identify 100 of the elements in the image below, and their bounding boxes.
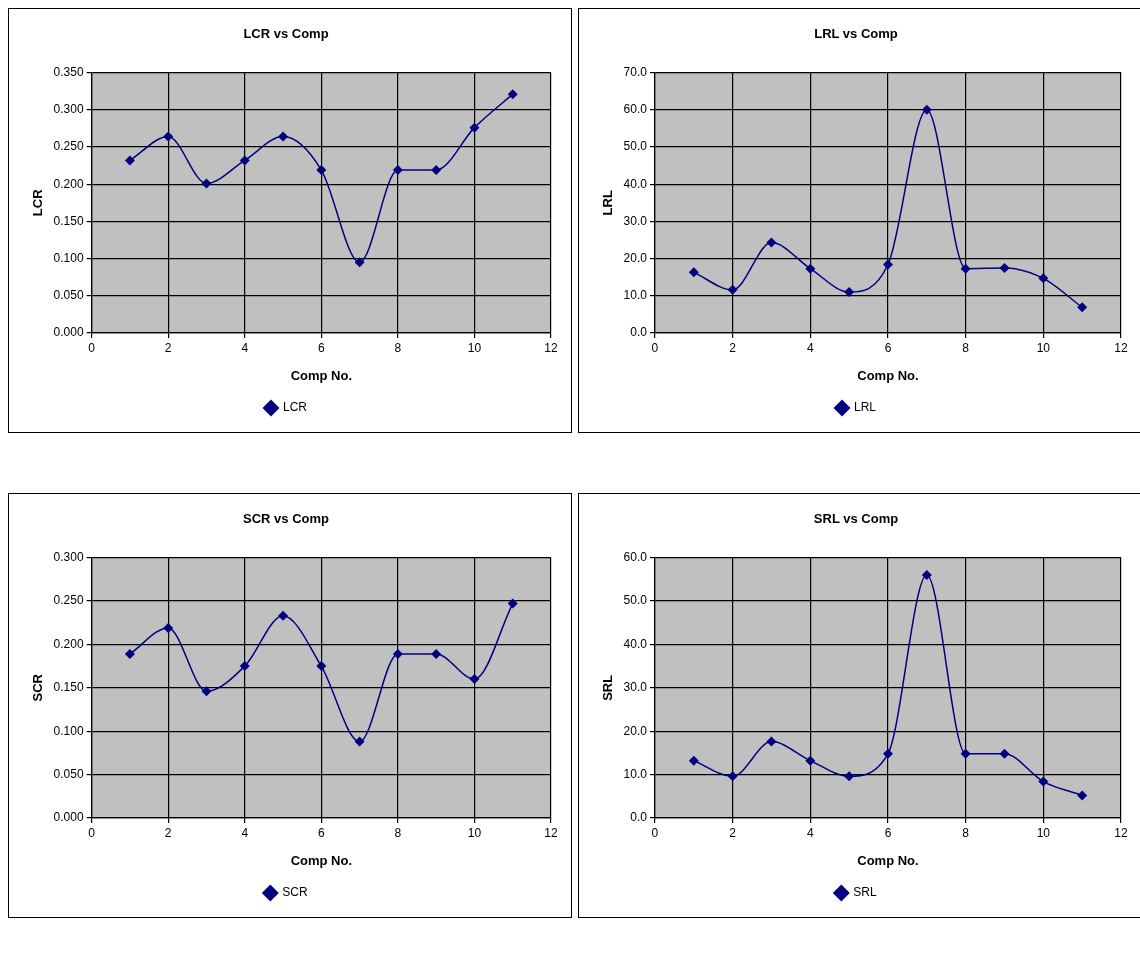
point bbox=[1077, 302, 1088, 313]
point bbox=[316, 165, 327, 176]
point bbox=[960, 748, 971, 759]
chart-title: SCR vs Comp bbox=[243, 511, 330, 527]
x-tick-label: 6 bbox=[884, 340, 892, 355]
point bbox=[805, 755, 816, 766]
point bbox=[392, 165, 403, 176]
y-tick-label: 40.0 bbox=[623, 636, 648, 651]
x-tick-label: 4 bbox=[806, 825, 814, 840]
chart-title: SRL vs Comp bbox=[813, 511, 899, 527]
y-tick-label: 30.0 bbox=[623, 680, 648, 695]
y-tick-label: 0.000 bbox=[53, 810, 84, 825]
point bbox=[507, 89, 518, 100]
x-tick-label: 10 bbox=[1036, 825, 1051, 840]
point bbox=[201, 686, 212, 697]
x-tick-label: 2 bbox=[729, 340, 737, 355]
y-tick-label: 20.0 bbox=[623, 250, 648, 265]
y-tick-label: 0.050 bbox=[53, 288, 84, 303]
x-tick-label: 4 bbox=[241, 825, 249, 840]
x-tick-label: 4 bbox=[806, 340, 814, 355]
x-tick-label: 2 bbox=[164, 340, 172, 355]
x-axis-title: Comp No. bbox=[857, 367, 919, 383]
point bbox=[469, 122, 480, 133]
point bbox=[921, 104, 932, 115]
y-tick-label: 0.250 bbox=[53, 139, 84, 154]
x-tick-label: 0 bbox=[88, 825, 96, 840]
point bbox=[201, 178, 212, 189]
y-tick-label: 0.100 bbox=[53, 723, 84, 738]
point bbox=[921, 569, 932, 580]
y-tick-label: 0.150 bbox=[53, 213, 84, 228]
x-tick-label: 8 bbox=[394, 825, 402, 840]
y-axis-title: SCR bbox=[30, 673, 46, 702]
point bbox=[124, 155, 135, 166]
x-tick-label: 2 bbox=[164, 825, 172, 840]
y-tick-label: 0.050 bbox=[53, 766, 84, 781]
legend-label: LCR bbox=[283, 400, 308, 415]
y-tick-label: 0.0 bbox=[630, 325, 648, 340]
y-tick-label: 20.0 bbox=[623, 723, 648, 738]
x-tick-label: 8 bbox=[962, 825, 970, 840]
x-tick-label: 10 bbox=[467, 340, 482, 355]
point bbox=[469, 674, 480, 685]
point bbox=[278, 610, 289, 621]
y-tick-label: 50.0 bbox=[623, 139, 648, 154]
y-axis-title: LRL bbox=[600, 190, 616, 216]
x-tick-label: 8 bbox=[962, 340, 970, 355]
point bbox=[278, 131, 289, 142]
point bbox=[431, 165, 442, 176]
x-tick-label: 6 bbox=[317, 340, 325, 355]
y-tick-label: 50.0 bbox=[623, 593, 648, 608]
x-tick-label: 6 bbox=[317, 825, 325, 840]
point bbox=[688, 267, 699, 278]
point bbox=[392, 648, 403, 659]
y-tick-label: 0.0 bbox=[630, 810, 648, 825]
legend-label: SRL bbox=[853, 885, 877, 900]
chart-title: LRL vs Comp bbox=[814, 26, 898, 42]
y-tick-label: 0.300 bbox=[53, 102, 84, 117]
y-tick-label: 30.0 bbox=[623, 213, 648, 228]
point bbox=[239, 661, 250, 672]
x-tick-label: 12 bbox=[544, 825, 558, 840]
y-tick-label: 70.0 bbox=[623, 64, 648, 79]
x-axis-title: Comp No. bbox=[857, 852, 919, 868]
x-tick-label: 0 bbox=[88, 340, 96, 355]
point bbox=[727, 284, 738, 295]
legend-label: SCR bbox=[282, 885, 308, 900]
x-tick-label: 8 bbox=[394, 340, 402, 355]
chart-title: LCR vs Comp bbox=[243, 26, 329, 42]
y-axis-title: LCR bbox=[30, 188, 46, 217]
point bbox=[766, 237, 777, 248]
point bbox=[960, 263, 971, 274]
point bbox=[766, 736, 777, 747]
x-tick-label: 12 bbox=[544, 340, 558, 355]
point bbox=[239, 155, 250, 166]
x-tick-label: 10 bbox=[1036, 340, 1051, 355]
y-tick-label: 0.350 bbox=[53, 64, 84, 79]
point bbox=[882, 748, 893, 759]
y-tick-label: 0.250 bbox=[53, 593, 84, 608]
point bbox=[844, 771, 855, 782]
point bbox=[431, 648, 442, 659]
y-tick-label: 0.100 bbox=[53, 250, 84, 265]
point bbox=[1077, 790, 1088, 801]
y-tick-label: 10.0 bbox=[623, 288, 648, 303]
point bbox=[354, 736, 365, 747]
point bbox=[805, 263, 816, 274]
point bbox=[1038, 776, 1049, 787]
y-tick-label: 60.0 bbox=[623, 549, 648, 564]
point bbox=[882, 259, 893, 270]
point bbox=[844, 287, 855, 298]
x-tick-label: 10 bbox=[467, 825, 482, 840]
y-tick-label: 0.300 bbox=[53, 549, 84, 564]
point bbox=[163, 622, 174, 633]
x-tick-label: 2 bbox=[729, 825, 737, 840]
x-axis-title: Comp No. bbox=[290, 367, 353, 383]
point bbox=[316, 661, 327, 672]
y-tick-label: 0.200 bbox=[53, 636, 84, 651]
x-tick-label: 0 bbox=[651, 340, 659, 355]
y-axis-title: SRL bbox=[600, 674, 616, 701]
point bbox=[727, 771, 738, 782]
x-tick-label: 12 bbox=[1114, 825, 1128, 840]
y-tick-label: 0.000 bbox=[53, 325, 84, 340]
y-tick-label: 0.200 bbox=[53, 176, 84, 191]
